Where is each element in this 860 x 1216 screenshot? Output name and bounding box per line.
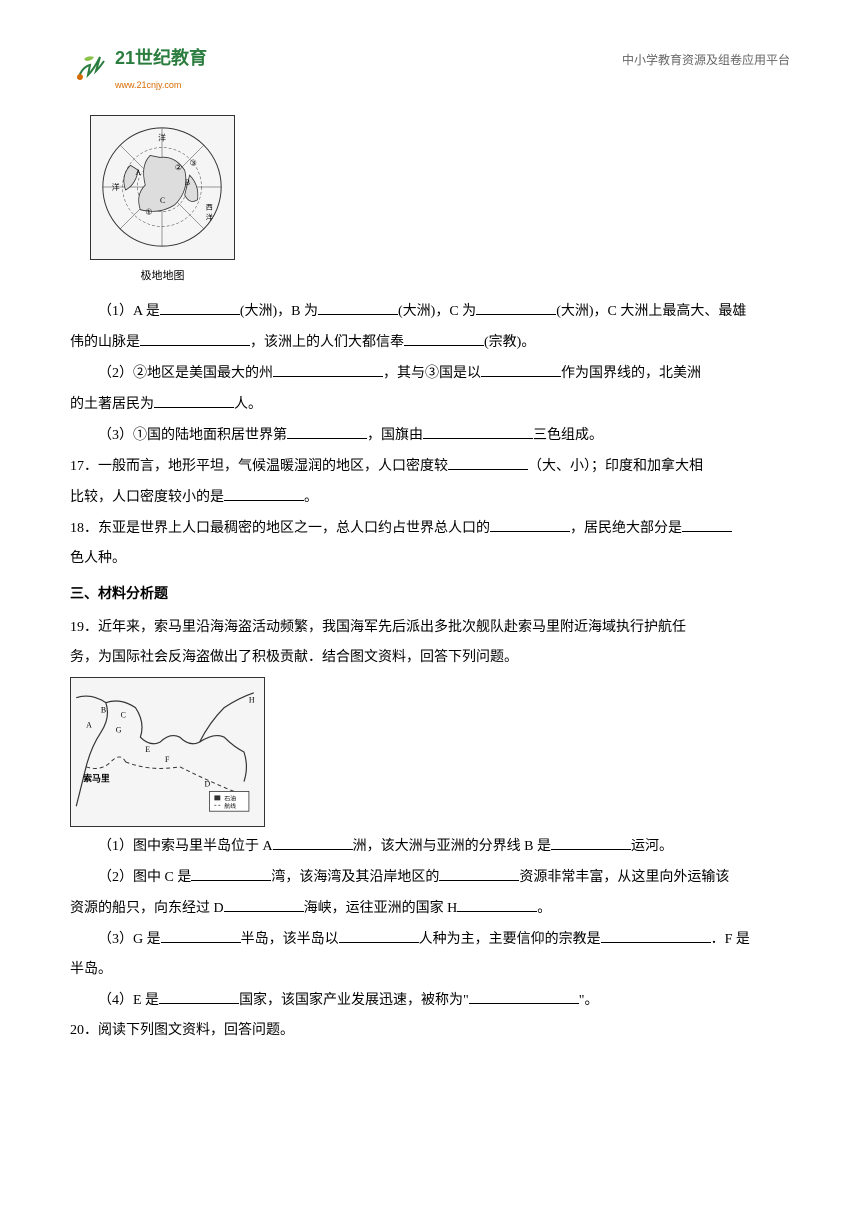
blank [161,925,241,943]
logo-title: 21世纪教育 [115,40,207,76]
q17: 17．一般而言，地形平坦，气候温暖湿润的地区，人口密度较（大、小）；印度和加拿大… [70,452,790,481]
svg-text:洋: 洋 [158,133,166,143]
blank [287,421,367,439]
q17b: 比较，人口密度较小的是。 [70,483,790,512]
logo-url: www.21cnjy.com [115,76,207,94]
blank [682,514,732,532]
blank [224,894,304,912]
logo-area: 21世纪教育 www.21cnjy.com [70,40,207,94]
svg-text:H: H [249,696,255,705]
logo-icon [70,47,110,87]
q19-2: （2）图中 C 是湾，该海湾及其沿岸地区的资源非常丰富，从这里向外运输该 [70,863,790,892]
svg-text:石油: 石油 [224,794,236,802]
blank [481,359,561,377]
q16-2b: 的土著居民为人。 [70,390,790,419]
svg-text:F: F [165,755,170,764]
svg-text:C: C [121,710,126,719]
q16-1: （1）A 是(大洲)，B 为(大洲)，C 为(大洲)，C 大洲上最高大、最雄 [70,297,790,326]
somalia-map-image: 索马里 B C G E F D H A 石油 航线 [70,677,265,827]
blank [457,894,537,912]
q19-3: （3）G 是半岛，该半岛以人种为主，主要信仰的宗教是．F 是 [70,925,790,954]
svg-text:①: ① [145,208,152,217]
svg-text:A: A [135,168,141,177]
svg-text:索马里: 索马里 [83,773,110,784]
q16-2: （2）②地区是美国最大的州，其与③国是以作为国界线的，北美洲 [70,359,790,388]
blank [224,483,304,501]
blank [339,925,419,943]
q19-2b: 资源的船只，向东经过 D海峡，运往亚洲的国家 H。 [70,894,790,923]
svg-text:洋: 洋 [112,182,120,192]
q20: 20．阅读下列图文资料，回答问题。 [70,1017,790,1045]
q16-1-text: （1）A 是 [98,304,160,319]
page-header: 21世纪教育 www.21cnjy.com 中小学教育资源及组卷应用平台 [70,40,790,95]
blank [469,986,579,1004]
svg-text:西: 西 [206,204,213,212]
blank [490,514,570,532]
q18: 18．东亚是世界上人口最稠密的地区之一，总人口约占世界总人口的，居民绝大部分是 [70,514,790,543]
logo-text: 21世纪教育 www.21cnjy.com [115,40,207,94]
svg-text:②: ② [175,163,182,172]
svg-text:③: ③ [190,158,197,167]
svg-text:C: C [160,196,165,205]
svg-text:B: B [185,178,190,187]
blank [476,297,556,315]
svg-text:A: A [86,720,92,729]
blank [160,297,240,315]
svg-text:洋: 洋 [206,213,213,222]
blank [423,421,533,439]
blank [439,863,519,881]
q19-1: （1）图中索马里半岛位于 A洲，该大洲与亚洲的分界线 B 是运河。 [70,832,790,861]
blank [448,452,528,470]
svg-text:E: E [145,745,150,754]
blank [404,328,484,346]
blank [551,832,631,850]
blank [273,832,353,850]
svg-text:B: B [101,706,106,715]
q19-intro: 19．近年来，索马里沿海海盗活动频繁，我国海军先后派出多批次舰队赴索马里附近海域… [70,614,790,642]
svg-text:航线: 航线 [224,802,236,810]
svg-text:G: G [116,725,122,734]
q19-4: （4）E 是国家，该国家产业发展迅速，被称为""。 [70,986,790,1015]
blank [154,390,234,408]
polar-map-image: 洋 洋 西 洋 A B C ① ② ③ [90,115,235,260]
blank [191,863,271,881]
blank [601,925,711,943]
q16-1b: 伟的山脉是，该洲上的人们大都信奉(宗教)。 [70,328,790,357]
blank [273,359,383,377]
blank [159,986,239,1004]
q19-3b: 半岛。 [70,956,790,984]
blank [140,328,250,346]
svg-text:D: D [204,780,210,789]
map1-caption: 极地地图 [90,265,235,287]
q18b: 色人种。 [70,545,790,573]
blank [318,297,398,315]
section3-title: 三、材料分析题 [70,581,790,609]
header-right-text: 中小学教育资源及组卷应用平台 [622,40,790,72]
q19-intro-b: 务，为国际社会反海盗做出了积极贡献．结合图文资料，回答下列问题。 [70,644,790,672]
q16-3: （3）①国的陆地面积居世界第，国旗由三色组成。 [70,421,790,450]
